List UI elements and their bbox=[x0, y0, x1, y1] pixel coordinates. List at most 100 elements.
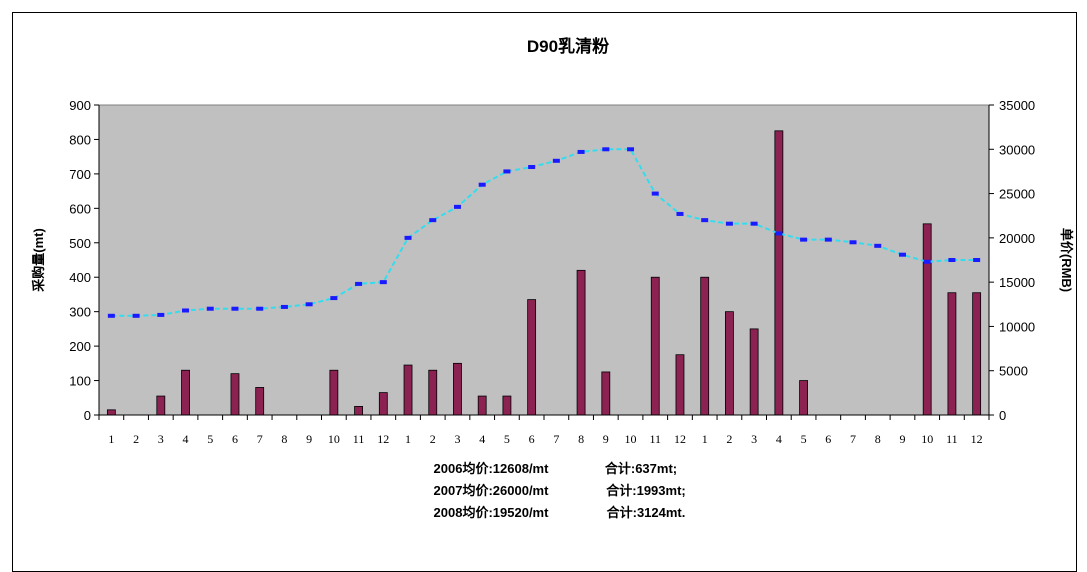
bar bbox=[453, 362, 462, 416]
bar bbox=[403, 364, 413, 416]
x-tick-label: 4 bbox=[183, 432, 189, 446]
bar bbox=[774, 130, 784, 416]
right-tick-label: 30000 bbox=[999, 142, 1035, 157]
line-point bbox=[157, 312, 165, 317]
line-point bbox=[404, 235, 412, 240]
line-point bbox=[453, 204, 461, 209]
x-tick-label: 8 bbox=[578, 432, 584, 446]
left-tick-label: 500 bbox=[69, 236, 91, 251]
line-point bbox=[552, 158, 560, 163]
x-tick-label: 2 bbox=[430, 432, 436, 446]
x-tick-label: 10 bbox=[328, 432, 340, 446]
left-tick-label: 900 bbox=[69, 98, 91, 113]
x-tick-label: 12 bbox=[377, 432, 389, 446]
line-point bbox=[651, 191, 659, 196]
right-axis: 0 5000 10000 15000 20000 25000 30000 35000 bbox=[988, 98, 1035, 423]
right-tick-label: 35000 bbox=[999, 98, 1035, 113]
line-point bbox=[923, 259, 931, 264]
line-point bbox=[775, 231, 783, 236]
price-line bbox=[111, 148, 977, 317]
line-point bbox=[627, 147, 635, 152]
bar bbox=[502, 395, 512, 416]
x-tick-label: 3 bbox=[751, 432, 757, 446]
right-tick-label: 25000 bbox=[999, 187, 1035, 202]
x-tick-label: 1 bbox=[702, 432, 708, 446]
x-tick-label: 8 bbox=[875, 432, 881, 446]
bar bbox=[799, 380, 808, 416]
line-point bbox=[898, 252, 906, 257]
note-2006-total: 合计:637mt; bbox=[605, 461, 677, 476]
line-point bbox=[280, 304, 288, 309]
bar bbox=[601, 371, 611, 416]
bar bbox=[378, 392, 388, 416]
x-tick-label: 11 bbox=[649, 432, 661, 446]
line-point bbox=[256, 306, 264, 311]
left-axis-label: 采购量(mt) bbox=[31, 228, 46, 293]
line-point bbox=[824, 237, 832, 242]
line-point bbox=[355, 281, 363, 286]
line-point bbox=[206, 306, 214, 311]
line-point bbox=[231, 306, 239, 311]
bar bbox=[725, 311, 734, 416]
note-2008-avg: 2008均价:19520/mt bbox=[434, 505, 550, 520]
x-tick-label: 10 bbox=[625, 432, 637, 446]
line-point bbox=[305, 302, 313, 307]
bar bbox=[675, 354, 685, 416]
right-tick-label: 20000 bbox=[999, 231, 1035, 246]
line-point bbox=[429, 218, 437, 223]
right-tick-label: 15000 bbox=[999, 275, 1035, 290]
x-axis: 1 2 3 4 5 6 7 8 9 10 11 12 1 2 3 4 5 6 7 8 9 10 11 12 1 2 3 4 5 6 7 8 9 1… bbox=[98, 414, 990, 446]
bar-series bbox=[106, 130, 982, 416]
line-point bbox=[503, 169, 511, 174]
right-tick-label: 0 bbox=[999, 408, 1006, 423]
bar bbox=[650, 276, 660, 416]
left-axis: 0 100 200 300 400 500 600 700 800 900 bbox=[69, 98, 100, 423]
left-tick-label: 600 bbox=[69, 201, 91, 216]
x-tick-label: 11 bbox=[946, 432, 958, 446]
line-point bbox=[676, 211, 684, 216]
x-tick-label: 3 bbox=[158, 432, 164, 446]
price-line-series bbox=[107, 147, 981, 318]
line-point bbox=[973, 258, 981, 262]
x-tick-label: 1 bbox=[108, 432, 114, 446]
line-point bbox=[948, 258, 956, 262]
chart-frame: D90乳清粉 0 100 200 300 400 500 600 700 800 900 0 500… bbox=[12, 12, 1077, 572]
x-tick-label: 6 bbox=[529, 432, 535, 446]
left-tick-label: 400 bbox=[69, 270, 91, 285]
line-point bbox=[701, 218, 709, 223]
chart-title: D90乳清粉 bbox=[527, 36, 609, 56]
left-tick-label: 800 bbox=[69, 132, 91, 147]
note-2007-avg: 2007均价:26000/mt bbox=[434, 483, 550, 498]
line-point bbox=[602, 147, 610, 152]
bar bbox=[922, 223, 932, 416]
x-tick-label: 9 bbox=[899, 432, 905, 446]
chart-svg: D90乳清粉 0 100 200 300 400 500 600 700 800 900 0 500… bbox=[31, 36, 1074, 520]
bar bbox=[527, 299, 537, 416]
x-tick-label: 4 bbox=[479, 432, 485, 446]
line-point bbox=[478, 182, 486, 187]
x-tick-label: 9 bbox=[306, 432, 312, 446]
line-point bbox=[107, 313, 115, 318]
bar bbox=[329, 369, 339, 416]
bar bbox=[255, 387, 265, 416]
x-tick-label: 7 bbox=[553, 432, 559, 446]
x-tick-label: 2 bbox=[726, 432, 732, 446]
x-tick-label: 10 bbox=[921, 432, 933, 446]
x-tick-label: 12 bbox=[971, 432, 983, 446]
line-point bbox=[182, 308, 190, 313]
line-point bbox=[849, 240, 857, 245]
x-tick-label: 12 bbox=[674, 432, 686, 446]
x-tick-label: 5 bbox=[207, 432, 213, 446]
note-2008-total: 合计:3124mt. bbox=[607, 505, 686, 520]
bar bbox=[181, 369, 190, 416]
x-tick-label: 5 bbox=[801, 432, 807, 446]
left-tick-label: 100 bbox=[69, 374, 91, 389]
left-tick-label: 300 bbox=[69, 305, 91, 320]
right-tick-label: 5000 bbox=[999, 364, 1028, 379]
bar bbox=[230, 373, 240, 416]
left-tick-label: 0 bbox=[84, 408, 91, 423]
note-2006-avg: 2006均价:12608/mt bbox=[434, 461, 550, 476]
bar bbox=[700, 276, 710, 416]
line-point bbox=[750, 221, 758, 226]
x-tick-label: 8 bbox=[281, 432, 287, 446]
